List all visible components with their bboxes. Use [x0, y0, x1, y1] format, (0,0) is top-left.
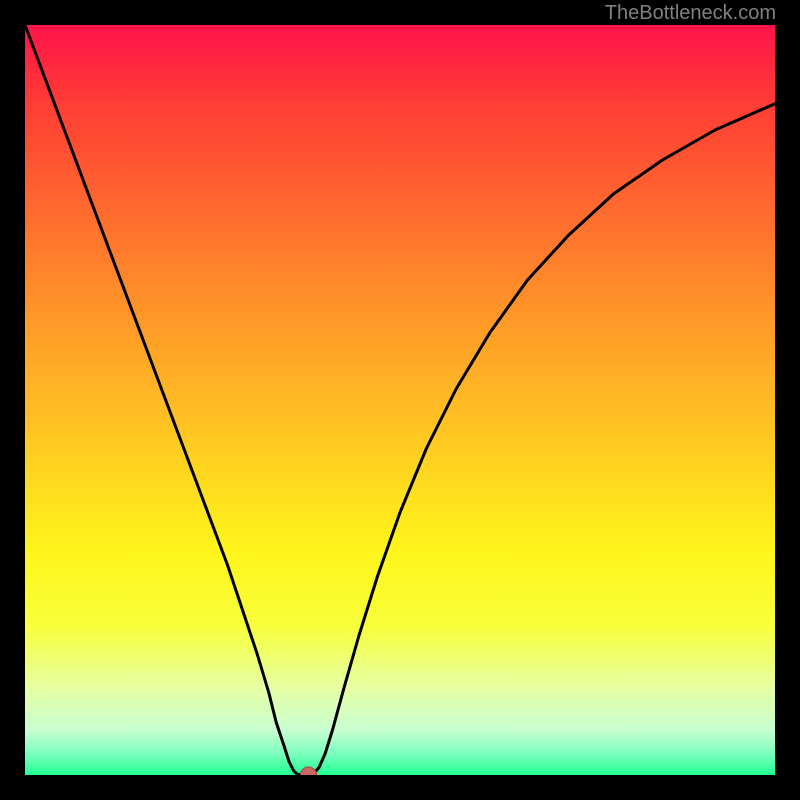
- bottleneck-chart: [25, 25, 775, 775]
- watermark-text: TheBottleneck.com: [605, 2, 776, 25]
- gradient-background: [25, 25, 775, 775]
- chart-svg: [25, 25, 775, 775]
